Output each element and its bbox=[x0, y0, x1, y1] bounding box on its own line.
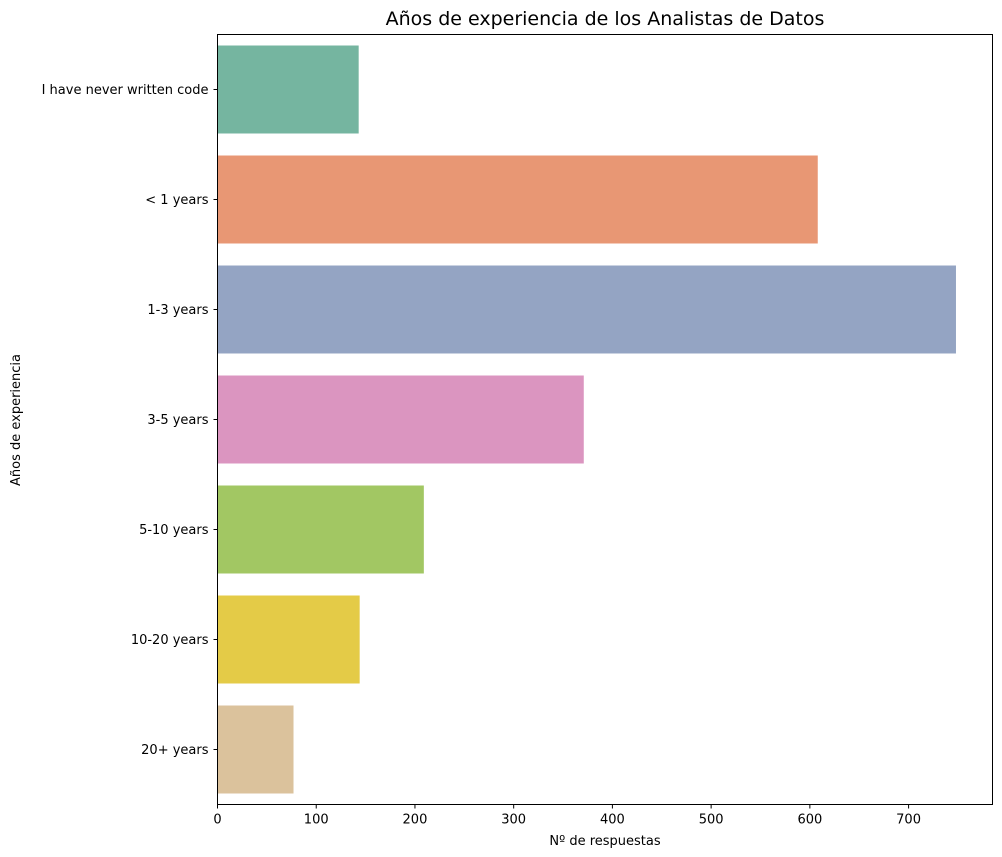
bar bbox=[217, 705, 294, 794]
y-tick-label: I have never written code bbox=[42, 83, 209, 98]
bar bbox=[217, 595, 360, 684]
x-tick-label: 700 bbox=[896, 813, 921, 828]
x-tick-label: 600 bbox=[797, 813, 822, 828]
bars-group bbox=[217, 45, 956, 794]
bar bbox=[217, 265, 956, 354]
chart-title: Años de experiencia de los Analistas de … bbox=[386, 8, 825, 30]
y-axis-label: Años de experiencia bbox=[9, 354, 24, 486]
x-tick-label: 0 bbox=[213, 813, 221, 828]
x-tick-label: 400 bbox=[600, 813, 625, 828]
y-tick-label: 5-10 years bbox=[139, 523, 209, 538]
y-tick-label: 20+ years bbox=[141, 743, 209, 758]
x-axis-label: Nº de respuestas bbox=[549, 834, 661, 849]
y-tick-label: 1-3 years bbox=[147, 303, 208, 318]
y-tick-label: 3-5 years bbox=[147, 413, 208, 428]
x-tick-label: 100 bbox=[304, 813, 329, 828]
y-tick-label: 10-20 years bbox=[131, 633, 209, 648]
plot-frame bbox=[217, 34, 993, 805]
x-tick-label: 200 bbox=[403, 813, 428, 828]
bar bbox=[217, 375, 584, 464]
y-ticks-group: I have never written code < 1 years 1-3 ye… bbox=[42, 83, 218, 758]
bar bbox=[217, 155, 818, 244]
bar bbox=[217, 45, 359, 134]
bar bbox=[217, 485, 424, 574]
x-ticks-group: 0 100 200 300 400 500 600 700 bbox=[213, 804, 921, 828]
x-tick-label: 500 bbox=[699, 813, 724, 828]
y-tick-label: < 1 years bbox=[145, 193, 208, 208]
x-tick-label: 300 bbox=[501, 813, 526, 828]
